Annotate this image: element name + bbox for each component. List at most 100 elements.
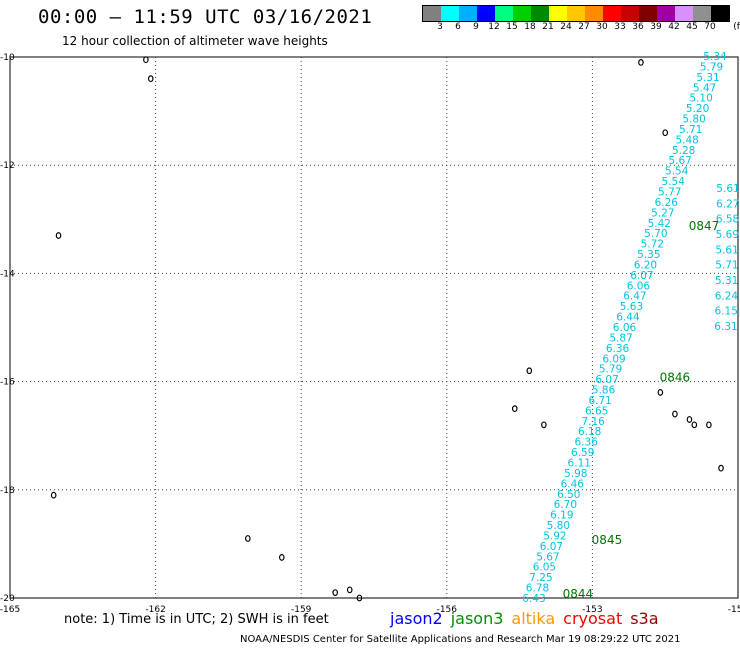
island-outline [50, 491, 57, 499]
wave-height-label: 6.11 [568, 458, 591, 470]
legend-cryosat: cryosat [563, 609, 623, 628]
axis-labels: -10 -12 -14 -16 -18 -20-165 -162 -159 -156 -153 -1… [0, 53, 740, 615]
y-tick-label: -12 [0, 161, 15, 171]
colorbar-label: 33 [614, 22, 626, 32]
wave-height-label: 5.54 [665, 166, 689, 178]
island-outline [657, 389, 664, 396]
colorbar-label: 15 [506, 22, 518, 32]
wave-height-label: 6.43 [522, 593, 545, 605]
x-tick-label: -162 [145, 605, 165, 615]
wave-height-label: 6.07 [540, 541, 563, 553]
island-outline [356, 594, 363, 602]
island-outline [662, 129, 669, 137]
x-tick-label: -159 [291, 605, 312, 615]
colorbar-label: 12 [488, 22, 500, 32]
colorbar-swatch [621, 6, 639, 21]
legend-s3a: s3a [630, 609, 659, 628]
wave-height-label: 5.48 [675, 134, 698, 146]
wave-height-label: 5.54 [662, 176, 686, 188]
wave-height-label: 6.19 [550, 510, 573, 522]
wave-height-label: 5.79 [599, 364, 622, 376]
wave-height-label: 5.27 [651, 207, 674, 219]
colorbar-label: 70 [704, 22, 716, 32]
colorbar-swatch [711, 6, 729, 21]
island-outline [143, 56, 149, 64]
colorbar-label: 18 [524, 22, 536, 32]
colorbar-swatch [513, 6, 531, 21]
colorbar-label: 36 [632, 22, 644, 32]
colorbar-swatch [693, 6, 711, 21]
wave-height-label: 5.72 [641, 239, 664, 251]
wave-height-label: 6.50 [557, 489, 580, 501]
wave-height-label: 6.44 [616, 312, 640, 324]
island-outline [346, 586, 353, 594]
island-outline [245, 535, 251, 542]
island-outline [638, 59, 644, 66]
wave-height-label: 6.06 [627, 280, 651, 292]
colorbar-swatch [657, 6, 675, 21]
satellite-legend: jason2 jason3 altika cryosat s3a [390, 609, 667, 628]
island-outline [691, 421, 698, 429]
wave-height-label: 5.79 [700, 61, 723, 73]
colorbar [422, 5, 730, 22]
wave-height-label: 5.77 [658, 187, 681, 199]
wave-height-label: 6.24 [715, 290, 739, 302]
colorbar-unit: (ft) [733, 22, 740, 32]
wave-height-label: 5.61 [716, 183, 739, 195]
wave-height-label: 6.07 [595, 374, 618, 386]
colorbar-label: 3 [437, 22, 443, 32]
wave-height-label: 5.31 [696, 72, 719, 84]
colorbar-swatch [603, 6, 621, 21]
map-frame [9, 56, 739, 599]
island-outline [706, 421, 712, 429]
wave-height-label: 5.70 [644, 228, 667, 240]
colorbar-swatch [639, 6, 657, 21]
wave-height-label: 5.20 [686, 103, 709, 115]
legend-jason3: jason3 [450, 609, 504, 628]
wave-height-label: 7.16 [581, 416, 605, 428]
wave-height-label: 6.36 [606, 343, 630, 355]
wave-height-label: 6.71 [588, 395, 611, 407]
wave-height-label: 5.80 [682, 114, 705, 126]
colorbar-swatch [423, 6, 441, 21]
wave-height-label: 5.47 [693, 82, 716, 94]
colorbar-label: 30 [596, 22, 608, 32]
time-labels: 0847 0846 0845 0844 [563, 219, 720, 601]
colorbar-label: 27 [578, 22, 590, 32]
wave-height-label: 7.25 [529, 572, 552, 584]
island-outline [55, 232, 62, 239]
wave-height-label: 6.20 [634, 259, 657, 271]
footer-note: note: 1) Time is in UTC; 2) SWH is in fe… [64, 612, 329, 627]
map-grid [9, 56, 739, 599]
wave-height-label: 5.42 [648, 218, 671, 230]
island-outline [278, 554, 285, 561]
island-outline [526, 367, 533, 375]
wave-height-label: 5.35 [637, 249, 660, 261]
colorbar-swatch [531, 6, 549, 21]
wave-height-label: 6.46 [561, 478, 585, 490]
wave-height-label: 5.71 [715, 260, 738, 272]
wave-height-label: 5.87 [609, 332, 632, 344]
y-tick-label: -16 [0, 378, 15, 388]
wave-track-b: 5.61 6.27 6.58 5.69 5.61 5.71 5.31 6.24 6.15 6.31 [714, 183, 739, 333]
wave-height-label: 6.26 [655, 197, 679, 209]
island-outline [686, 416, 693, 423]
wave-height-label: 6.15 [715, 306, 738, 318]
wave-height-label: 6.70 [554, 499, 577, 511]
wave-height-label: 5.80 [547, 520, 570, 532]
wave-height-label: 6.36 [575, 437, 599, 449]
y-tick-label: -20 [0, 594, 15, 604]
y-tick-label: -14 [0, 269, 15, 279]
wave-height-label: 5.67 [536, 551, 559, 563]
wave-height-label: 6.06 [613, 322, 637, 334]
wave-height-label: 6.58 [716, 214, 739, 226]
colorbar-label: 9 [473, 22, 479, 32]
wave-height-label: 5.67 [668, 155, 691, 167]
wave-height-label: 5.34 [703, 51, 727, 63]
wave-height-label: 6.27 [716, 198, 739, 210]
colorbar-label: 21 [542, 22, 554, 32]
island-outline [718, 464, 724, 472]
colorbar-swatch [585, 6, 603, 21]
island-outline [511, 405, 518, 413]
